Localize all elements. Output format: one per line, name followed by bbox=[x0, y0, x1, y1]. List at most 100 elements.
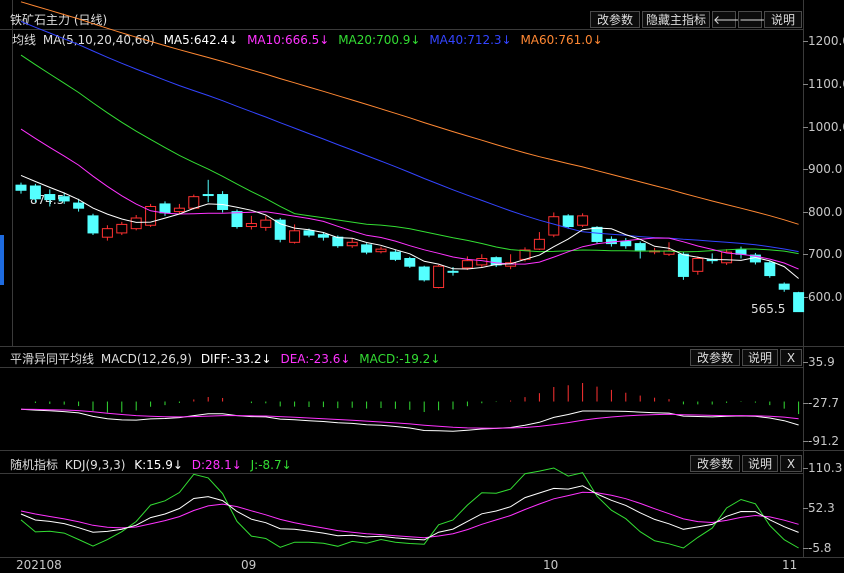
candle-body bbox=[29, 185, 41, 200]
candle-body bbox=[101, 228, 113, 238]
hide-indicator-button[interactable]: 隐藏主指标 bbox=[642, 11, 710, 28]
candle-body bbox=[793, 292, 805, 313]
macd-bar-value: MACD:-19.2↓ bbox=[359, 352, 441, 366]
candle-body bbox=[274, 219, 286, 240]
y-axis-label: 1200.0 bbox=[808, 34, 844, 48]
candle-body bbox=[634, 243, 646, 251]
candle-body bbox=[476, 258, 488, 266]
change-params-button[interactable]: 改参数 bbox=[590, 11, 640, 28]
ma60-value: MA60:761.0↓ bbox=[520, 33, 603, 47]
kdj-help-button[interactable]: 说明 bbox=[742, 455, 778, 472]
kdj-d-line bbox=[20, 491, 799, 539]
arrow-left-icon[interactable]: 🡐 bbox=[712, 11, 746, 28]
candle-body bbox=[418, 266, 430, 281]
help-button[interactable]: 说明 bbox=[764, 11, 802, 28]
candle-body bbox=[346, 241, 358, 247]
candle-body bbox=[44, 194, 56, 201]
kdj-d-value: D:28.1↓ bbox=[191, 458, 242, 472]
candle-body bbox=[778, 283, 790, 290]
candle-body bbox=[620, 240, 632, 247]
candle-body bbox=[202, 194, 214, 197]
kdj-label: KDJ(9,3,3) bbox=[64, 458, 126, 472]
ma10-value: MA10:666.5↓ bbox=[247, 33, 330, 47]
kdj-axis-label: -5.8 bbox=[808, 541, 832, 555]
ma-label: MA(5,10,20,40,60) bbox=[42, 33, 155, 47]
candle-body bbox=[433, 265, 445, 289]
candle-body bbox=[375, 248, 387, 253]
kdj-k-value: K:15.9↓ bbox=[134, 458, 183, 472]
kdj-close-button[interactable]: X bbox=[780, 455, 802, 472]
macd-axis-label: -91.2 bbox=[808, 434, 840, 448]
ma40-value: MA40:712.3↓ bbox=[429, 33, 512, 47]
candle-body bbox=[692, 258, 704, 272]
candle-body bbox=[461, 260, 473, 269]
macd-diff-line bbox=[20, 408, 799, 432]
candle-body bbox=[145, 205, 157, 226]
candle-body bbox=[533, 238, 545, 250]
macd-dea-value: DEA:-23.6↓ bbox=[280, 352, 351, 366]
candle-body bbox=[231, 211, 243, 228]
y-axis-label: 800.0 bbox=[808, 205, 843, 219]
macd-title: 平滑异同平均线 bbox=[10, 352, 95, 366]
y-axis-label: 1100.0 bbox=[808, 77, 844, 91]
x-axis-label: 202108 bbox=[16, 558, 62, 572]
candle-body bbox=[764, 262, 776, 277]
y-axis-label: 1000.0 bbox=[808, 120, 844, 134]
candle-body bbox=[217, 194, 229, 210]
ma20-line bbox=[20, 54, 799, 255]
macd-help-button[interactable]: 说明 bbox=[742, 349, 778, 366]
candle-body bbox=[591, 226, 603, 242]
candle-body bbox=[159, 203, 171, 214]
candle-body bbox=[548, 216, 560, 236]
candle-body bbox=[130, 217, 142, 230]
chart-title: 铁矿石主力 (日线) bbox=[10, 13, 108, 27]
ma5-line bbox=[20, 174, 799, 279]
kdj-j-value: J:-8.7↓ bbox=[250, 458, 292, 472]
candle-body bbox=[677, 253, 689, 277]
candle-body bbox=[303, 230, 315, 236]
y-axis-label: 700.0 bbox=[808, 247, 843, 261]
candle-body bbox=[260, 219, 272, 228]
candle-body bbox=[490, 257, 502, 266]
candle-body bbox=[188, 196, 200, 209]
ma60-line bbox=[20, 1, 799, 225]
x-axis-label: 11 bbox=[782, 558, 798, 572]
low-price-marker: 565.5 bbox=[751, 302, 786, 316]
macd-axis-label: -27.7 bbox=[808, 396, 840, 410]
kdj-axis-label: 110.3 bbox=[808, 461, 843, 475]
macd-change-params-button[interactable]: 改参数 bbox=[690, 349, 740, 366]
ma5-value: MA5:642.4↓ bbox=[163, 33, 239, 47]
kdj-change-params-button[interactable]: 改参数 bbox=[690, 455, 740, 472]
macd-axis-label: 35.9 bbox=[808, 355, 835, 369]
ma40-line bbox=[20, 20, 799, 253]
y-axis-label: 600.0 bbox=[808, 290, 843, 304]
candle-body bbox=[245, 223, 257, 228]
ma20-value: MA20:700.9↓ bbox=[338, 33, 421, 47]
candle-body bbox=[389, 251, 401, 260]
y-axis-label: 900.0 bbox=[808, 162, 843, 176]
candle-body bbox=[73, 202, 85, 209]
candle-body bbox=[404, 258, 416, 267]
candle-body bbox=[87, 215, 99, 234]
kdj-j-line bbox=[20, 467, 799, 549]
active-indicator bbox=[0, 235, 4, 285]
candle-body bbox=[116, 223, 128, 234]
kdj-title: 随机指标 bbox=[10, 458, 59, 472]
candle-body bbox=[562, 215, 574, 228]
candle-body bbox=[173, 207, 185, 213]
x-axis-label: 10 bbox=[543, 558, 559, 572]
ma-prefix: 均线 bbox=[12, 33, 37, 47]
macd-diff-value: DIFF:-33.2↓ bbox=[200, 352, 272, 366]
macd-dea-line bbox=[20, 408, 799, 429]
macd-label: MACD(12,26,9) bbox=[100, 352, 192, 366]
kdj-axis-label: 52.3 bbox=[808, 501, 835, 515]
candle-body bbox=[577, 215, 589, 226]
macd-close-button[interactable]: X bbox=[780, 349, 802, 366]
candle-body bbox=[317, 234, 329, 238]
candle-body bbox=[361, 244, 373, 253]
x-axis-label: 09 bbox=[241, 558, 257, 572]
candle-body bbox=[447, 270, 459, 273]
candle-body bbox=[15, 184, 27, 191]
candle-body bbox=[332, 236, 344, 247]
